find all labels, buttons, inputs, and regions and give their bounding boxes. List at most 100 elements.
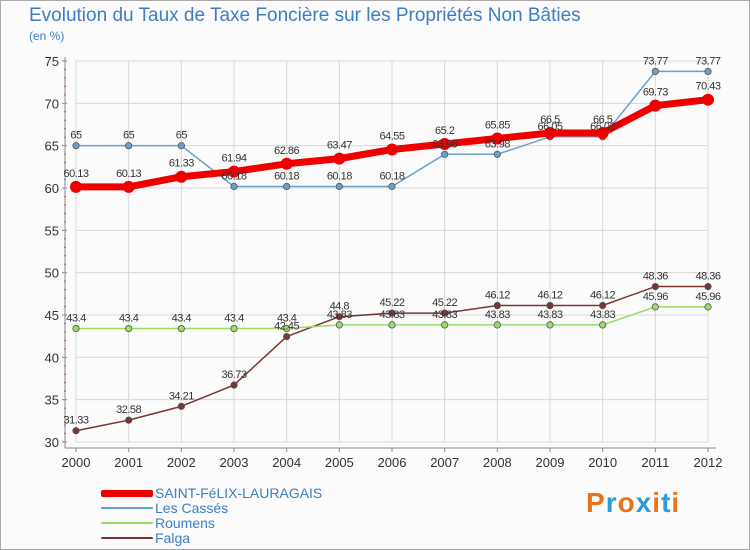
data-label-les-casses: 63.98	[485, 138, 510, 150]
data-point-roumens	[283, 324, 291, 333]
data-label-roumens: 43.4	[66, 313, 86, 325]
data-label-roumens: 43.83	[327, 309, 352, 321]
legend-swatch-saint-felix	[101, 490, 153, 497]
legend-swatch-roumens	[101, 522, 153, 524]
data-label-les-casses: 66.03	[590, 121, 615, 133]
data-label-falga: 34.21	[169, 390, 194, 402]
data-point-les-casses	[335, 182, 343, 191]
data-point-saint-felix	[596, 126, 609, 139]
data-point-les-casses	[704, 67, 712, 76]
data-point-falga	[493, 301, 501, 310]
brand-letter: i	[671, 487, 681, 518]
x-tick-label: 2001	[114, 455, 143, 470]
data-label-saint-felix: 66.5	[593, 114, 613, 126]
data-label-roumens: 43.83	[590, 309, 615, 321]
data-label-falga: 44.8	[330, 301, 350, 313]
y-tick-label: 65	[45, 139, 59, 154]
data-label-roumens: 43.83	[537, 309, 562, 321]
data-point-falga	[599, 301, 607, 310]
data-label-saint-felix: 70.43	[695, 81, 720, 93]
data-point-saint-felix	[175, 170, 188, 183]
data-point-saint-felix	[491, 132, 504, 145]
data-label-roumens: 43.4	[172, 313, 192, 325]
data-label-les-casses: 60.18	[274, 170, 299, 182]
y-tick-label: 30	[45, 435, 59, 450]
y-tick-label: 70	[45, 96, 59, 111]
data-point-saint-felix	[544, 126, 556, 139]
data-point-les-casses	[651, 67, 659, 76]
data-point-roumens	[72, 324, 80, 333]
data-label-les-casses: 60.18	[379, 170, 404, 182]
data-label-saint-felix: 61.33	[169, 158, 194, 170]
data-point-roumens	[704, 303, 712, 311]
data-point-roumens	[493, 321, 501, 329]
data-label-falga: 45.22	[432, 297, 457, 309]
x-tick-label: 2004	[272, 455, 301, 470]
data-label-saint-felix: 65.85	[485, 119, 510, 131]
data-point-falga	[441, 309, 449, 317]
data-point-les-casses	[72, 142, 80, 150]
data-point-falga	[388, 309, 396, 317]
legend-swatch-falga	[101, 537, 153, 539]
chart-title: Evolution du Taux de Taxe Foncière sur l…	[29, 5, 581, 26]
data-label-saint-felix: 62.86	[274, 145, 299, 157]
data-point-roumens	[388, 321, 396, 329]
data-point-saint-felix	[386, 143, 398, 156]
y-tick-label: 45	[45, 308, 59, 323]
data-point-saint-felix	[438, 137, 451, 150]
data-point-falga	[177, 402, 185, 410]
data-point-falga	[125, 416, 133, 424]
y-tick-label: 60	[45, 181, 59, 196]
data-point-les-casses	[388, 182, 396, 191]
data-point-roumens	[335, 321, 343, 329]
data-point-saint-felix	[702, 93, 714, 106]
data-point-saint-felix	[280, 157, 293, 170]
data-point-saint-felix	[333, 152, 346, 165]
y-tick-label: 55	[45, 223, 59, 238]
data-label-falga: 46.12	[590, 290, 615, 302]
data-point-roumens	[230, 324, 238, 333]
data-label-les-casses: 73.77	[695, 55, 720, 67]
data-label-falga: 48.36	[643, 271, 668, 283]
data-label-saint-felix: 60.13	[63, 168, 88, 180]
data-label-roumens: 43.83	[432, 309, 457, 321]
data-point-les-casses	[283, 182, 291, 191]
data-point-les-casses	[177, 142, 185, 150]
legend-swatch-les-casses	[101, 507, 153, 509]
x-tick-label: 2009	[536, 455, 565, 470]
brand-letter: x	[635, 487, 653, 518]
data-label-saint-felix: 69.73	[643, 87, 668, 99]
brand-letter: t	[661, 487, 672, 518]
y-tick-label: 50	[45, 266, 59, 281]
legend-label-roumens: Roumens	[155, 515, 215, 531]
data-label-les-casses: 60.18	[327, 170, 352, 182]
data-label-falga: 45.22	[379, 297, 404, 309]
legend-label-saint-felix: SAINT-FéLIX-LAURAGAIS	[155, 485, 323, 501]
x-tick-label: 2007	[430, 455, 459, 470]
x-tick-label: 2008	[483, 455, 512, 470]
data-label-les-casses: 63.98	[432, 138, 457, 150]
data-label-falga: 36.73	[221, 369, 246, 381]
brand-letter: P	[586, 487, 606, 518]
brand-letter: r	[605, 487, 618, 518]
data-label-les-casses: 65	[176, 130, 188, 142]
data-label-saint-felix: 63.47	[327, 140, 352, 152]
data-label-les-casses: 65	[70, 130, 82, 142]
data-label-roumens: 43.4	[119, 313, 139, 325]
data-point-falga	[283, 332, 291, 341]
data-point-falga	[335, 313, 343, 321]
y-axis-unit: (en %)	[29, 29, 65, 43]
data-point-falga	[230, 381, 238, 389]
data-label-saint-felix: 65.2	[435, 125, 455, 137]
x-tick-label: 2011	[641, 455, 669, 470]
data-point-roumens	[441, 321, 449, 329]
data-label-les-casses: 60.18	[221, 170, 246, 182]
data-point-falga	[546, 301, 554, 310]
data-label-les-casses: 73.77	[643, 55, 668, 67]
data-label-roumens: 43.4	[224, 313, 244, 325]
data-label-saint-felix: 64.55	[379, 130, 404, 142]
data-point-falga	[72, 427, 80, 435]
data-point-les-casses	[230, 182, 238, 191]
data-label-falga: 32.58	[116, 404, 141, 416]
